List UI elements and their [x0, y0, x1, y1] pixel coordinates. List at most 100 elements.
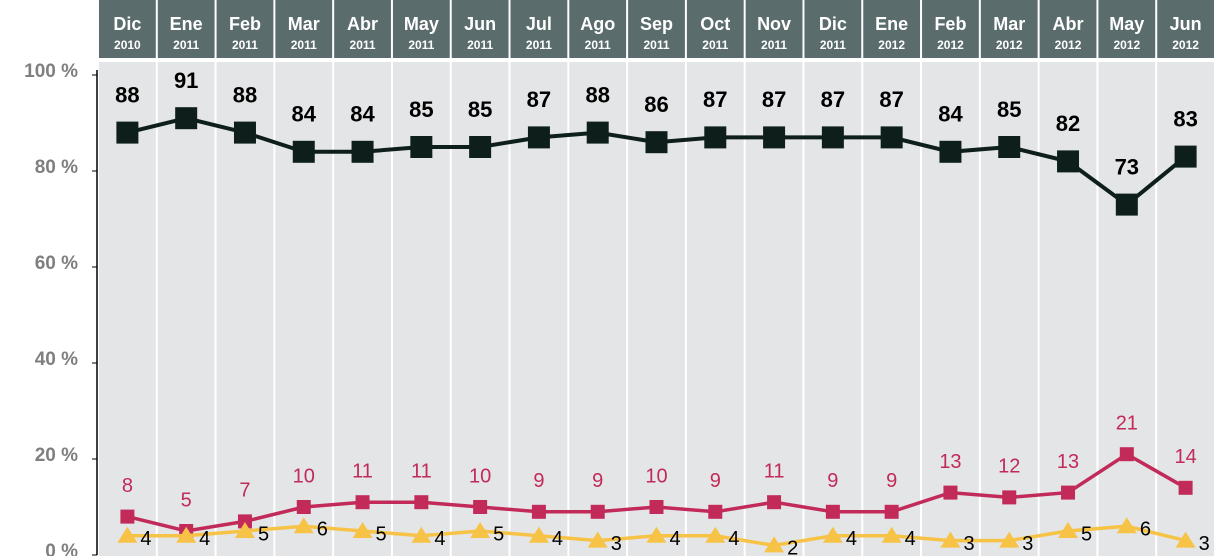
- x-tick-label: 2012: [937, 38, 964, 52]
- data-label: 4: [434, 528, 445, 550]
- marker: [1061, 485, 1076, 500]
- data-label: 11: [352, 460, 373, 482]
- data-label: 85: [997, 97, 1021, 122]
- y-tick-label: 80 %: [35, 157, 78, 178]
- column-background: [99, 62, 156, 556]
- data-label: 85: [468, 97, 492, 122]
- category-header: [510, 0, 568, 58]
- marker: [1058, 522, 1079, 538]
- data-label: 3: [963, 533, 974, 555]
- data-label: 4: [905, 528, 916, 550]
- marker: [411, 526, 432, 543]
- data-label: 87: [821, 87, 845, 112]
- category-header: [628, 0, 685, 58]
- x-tick-label: Ago: [580, 14, 615, 34]
- data-label: 4: [846, 528, 857, 550]
- data-label: 88: [233, 82, 257, 107]
- category-header: [334, 0, 391, 58]
- category-header: [451, 0, 509, 58]
- marker: [645, 131, 668, 154]
- category-header: [569, 0, 627, 58]
- marker: [473, 500, 488, 514]
- x-tick-label: 2011: [350, 38, 376, 52]
- category-header: [980, 0, 1038, 58]
- marker: [1119, 447, 1134, 462]
- category-header: [922, 0, 979, 58]
- x-tick-label: Mar: [288, 14, 320, 34]
- x-tick-label: May: [404, 14, 439, 34]
- data-label: 84: [938, 102, 963, 127]
- marker: [767, 495, 782, 510]
- data-label: 73: [1115, 154, 1139, 179]
- marker: [764, 536, 785, 553]
- data-label: 3: [611, 533, 622, 555]
- marker: [237, 514, 252, 529]
- data-label: 4: [728, 528, 739, 550]
- category-header: [1039, 0, 1097, 58]
- x-tick-label: 2011: [232, 38, 258, 52]
- marker: [1002, 490, 1017, 505]
- marker: [1178, 480, 1193, 495]
- marker: [590, 504, 605, 519]
- x-tick-label: 2011: [585, 38, 611, 52]
- marker: [1116, 517, 1137, 534]
- category-header: [1098, 0, 1156, 58]
- category-header: [216, 0, 274, 58]
- data-label: 3: [1199, 533, 1210, 555]
- data-label: 10: [293, 465, 315, 487]
- marker: [587, 531, 608, 548]
- x-tick-label: Feb: [934, 14, 966, 34]
- marker: [410, 136, 433, 158]
- x-tick-label: Abr: [347, 14, 378, 34]
- x-tick-label: 2011: [643, 38, 669, 52]
- marker: [880, 126, 903, 149]
- x-tick-label: Abr: [1053, 14, 1084, 34]
- data-label: 84: [350, 102, 375, 127]
- marker: [586, 121, 609, 144]
- x-tick-label: Feb: [229, 14, 261, 34]
- marker: [998, 136, 1021, 158]
- x-tick-label: Mar: [993, 14, 1025, 34]
- data-label: 91: [174, 68, 198, 93]
- x-tick-label: Nov: [757, 14, 791, 34]
- data-label: 6: [1140, 518, 1151, 540]
- marker: [943, 485, 958, 500]
- data-label: 84: [292, 102, 317, 127]
- data-label: 9: [533, 470, 544, 492]
- marker: [176, 526, 197, 543]
- column-background: [1157, 62, 1214, 556]
- data-label: 4: [140, 528, 151, 550]
- data-label: 13: [939, 451, 961, 473]
- x-tick-label: 2012: [1113, 38, 1140, 52]
- data-label: 14: [1174, 446, 1196, 468]
- marker: [233, 121, 256, 144]
- column-background: [216, 62, 274, 556]
- marker: [527, 126, 550, 149]
- marker: [293, 517, 314, 534]
- x-tick-label: May: [1109, 14, 1144, 34]
- data-label: 87: [703, 87, 727, 112]
- marker: [116, 121, 139, 144]
- data-label: 9: [710, 470, 721, 492]
- marker: [352, 522, 373, 538]
- data-label: 11: [411, 460, 432, 482]
- x-tick-label: 2011: [408, 38, 434, 52]
- y-tick-label: 0 %: [45, 541, 78, 556]
- marker: [939, 140, 962, 163]
- marker: [940, 531, 961, 548]
- x-tick-label: 2011: [820, 38, 846, 52]
- marker: [884, 504, 899, 519]
- data-label: 5: [376, 523, 387, 545]
- data-label: 87: [527, 87, 551, 112]
- marker: [705, 526, 726, 543]
- y-tick-label: 60 %: [35, 253, 78, 274]
- marker: [1175, 531, 1196, 548]
- data-label: 9: [592, 470, 603, 492]
- column-background: [157, 62, 215, 556]
- data-label: 87: [879, 87, 903, 112]
- x-tick-label: 2012: [1172, 38, 1199, 52]
- marker: [708, 504, 723, 519]
- data-label: 4: [199, 528, 210, 550]
- x-tick-label: Dic: [819, 14, 847, 34]
- marker: [822, 526, 843, 543]
